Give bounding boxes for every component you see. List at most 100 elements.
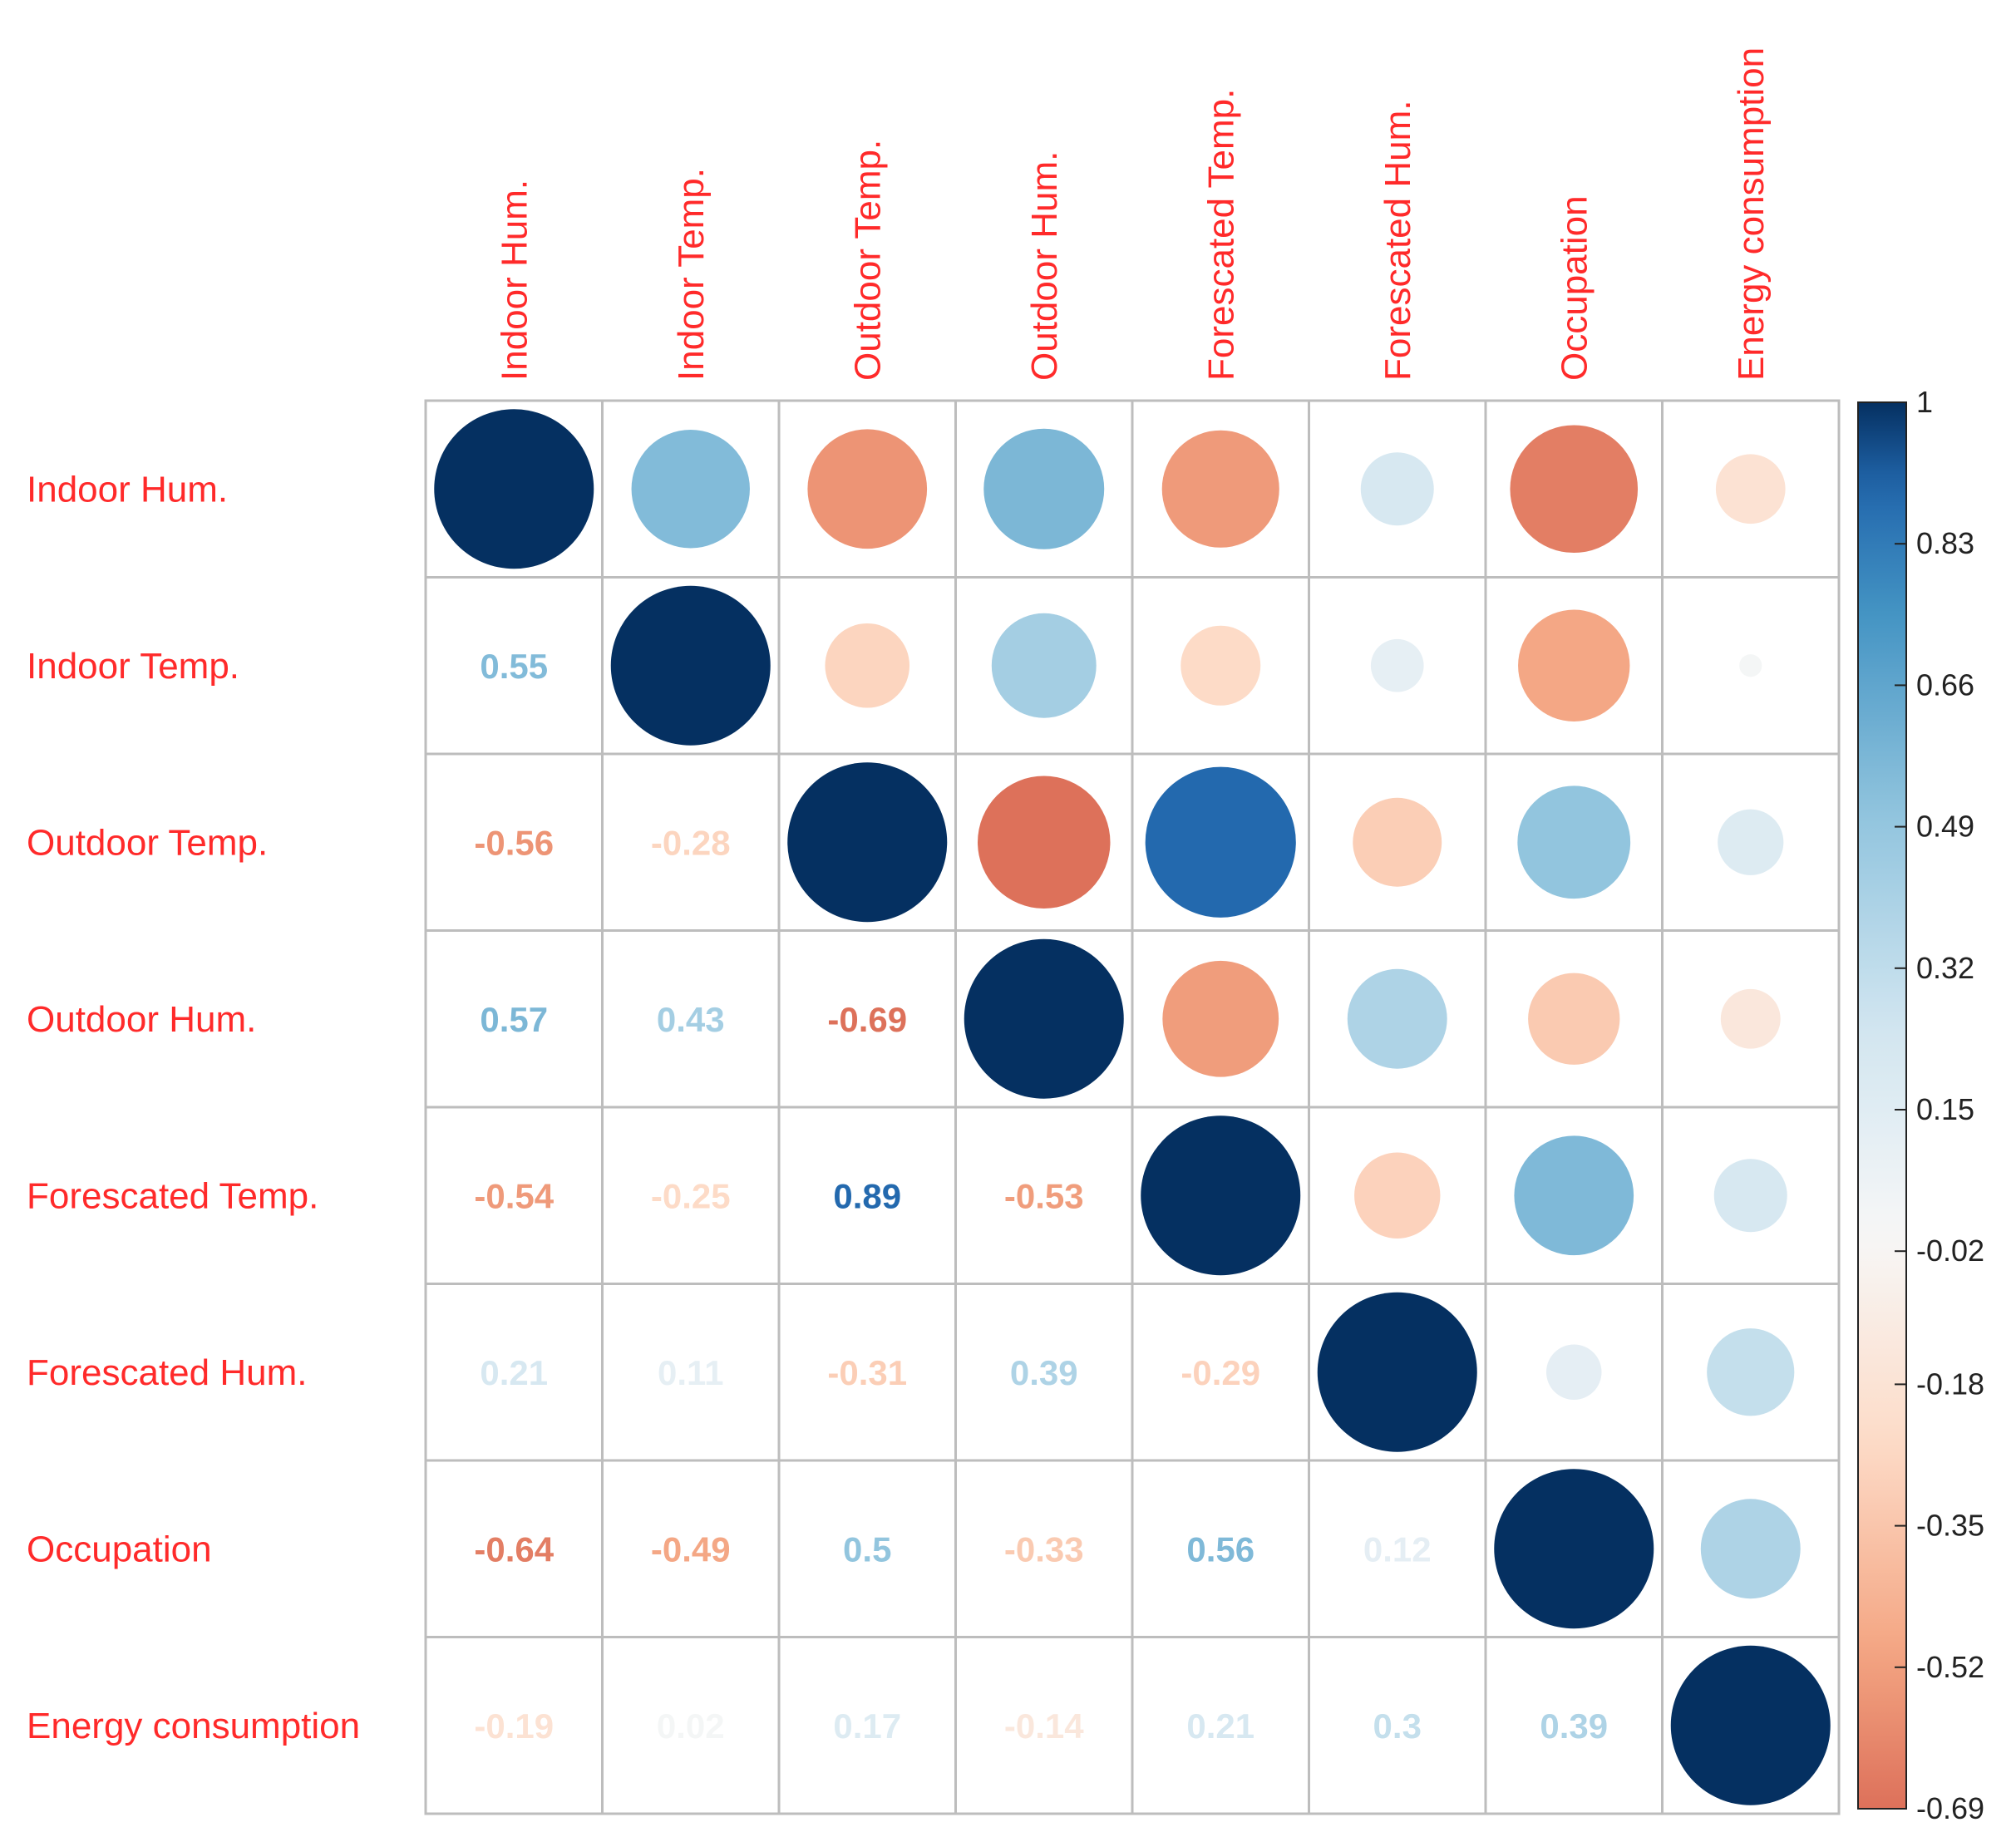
corr-circle-6-6 xyxy=(1494,1469,1654,1629)
corr-circle-4-4 xyxy=(1141,1115,1301,1276)
corr-value-7-2: 0.17 xyxy=(833,1706,901,1746)
corr-circle-0-3 xyxy=(983,428,1105,549)
corr-circle-2-4 xyxy=(1145,766,1296,918)
colorbar-gradient xyxy=(1857,401,1907,1810)
colorbar-tick-label: 0.32 xyxy=(1916,951,1974,985)
column-label: Outdoor Temp. xyxy=(847,140,888,381)
corr-circle-0-4 xyxy=(1161,430,1279,548)
corr-circle-0-6 xyxy=(1510,425,1639,554)
grid-cell xyxy=(424,1459,604,1638)
grid-cell xyxy=(1308,1459,1487,1638)
column-label: Occupation xyxy=(1554,195,1595,381)
row-label: Occupation xyxy=(27,1529,212,1569)
grid-cell xyxy=(601,1636,781,1815)
marks-layer: 0.55 -0.56 -0.28 0.57 0.43 -0.69 -0.54 -0.25 0.8… xyxy=(434,409,1831,1805)
corr-circle-2-3 xyxy=(978,776,1111,909)
corr-circle-1-5 xyxy=(1370,638,1424,692)
corr-value-7-6: 0.39 xyxy=(1540,1706,1608,1746)
corr-circle-5-7 xyxy=(1707,1328,1795,1416)
row-label: Outdoor Temp. xyxy=(27,822,268,863)
grid-cell xyxy=(1308,576,1487,756)
grid-cell xyxy=(777,1636,957,1815)
corr-value-3-2: -0.69 xyxy=(827,1000,907,1039)
grid-cell xyxy=(1131,1283,1310,1462)
corr-value-5-3: 0.39 xyxy=(1010,1353,1078,1392)
corr-circle-1-7 xyxy=(1739,654,1762,677)
column-label: Indoor Temp. xyxy=(671,168,712,381)
corr-circle-0-5 xyxy=(1360,452,1434,526)
corr-circle-0-7 xyxy=(1715,454,1786,524)
column-label: Indoor Hum. xyxy=(494,180,535,381)
grid-cell xyxy=(424,929,604,1109)
corr-value-7-4: 0.21 xyxy=(1186,1706,1254,1746)
corr-circle-1-6 xyxy=(1518,609,1630,721)
corr-circle-3-7 xyxy=(1720,988,1781,1049)
corr-value-1-0: 0.55 xyxy=(480,647,548,686)
colorbar-tick-label: -0.02 xyxy=(1916,1234,1984,1268)
row-label: Forescated Temp. xyxy=(27,1175,318,1216)
corr-circle-6-7 xyxy=(1700,1499,1801,1599)
corr-value-4-0: -0.54 xyxy=(474,1176,554,1215)
row-label: Indoor Temp. xyxy=(27,646,239,687)
column-label: Energy consumption xyxy=(1731,47,1772,381)
grid-cell xyxy=(954,1636,1134,1815)
corr-value-6-2: 0.5 xyxy=(843,1529,891,1569)
column-label: Outdoor Hum. xyxy=(1024,151,1065,381)
corr-circle-0-0 xyxy=(434,409,594,569)
corr-circle-1-1 xyxy=(610,585,771,746)
row-label: Outdoor Hum. xyxy=(27,999,256,1040)
column-label: Forescated Hum. xyxy=(1378,101,1418,381)
corr-value-5-1: 0.11 xyxy=(658,1353,723,1392)
corr-value-3-0: 0.57 xyxy=(480,1000,548,1039)
colorbar-tick-label: -0.35 xyxy=(1916,1509,1984,1543)
corr-circle-2-7 xyxy=(1718,809,1784,875)
grid-cell xyxy=(954,1106,1134,1285)
grid-cell xyxy=(1308,752,1487,932)
labels-layer: Indoor Hum. Indoor Temp. Outdoor Temp. Outd… xyxy=(27,47,1772,1746)
corr-value-6-1: -0.49 xyxy=(651,1529,731,1569)
grid-cell xyxy=(601,1283,781,1462)
corr-value-5-2: -0.31 xyxy=(827,1353,907,1392)
grid-cell xyxy=(777,1459,957,1638)
corr-circle-3-5 xyxy=(1347,968,1447,1069)
colorbar-tick-label: 0.49 xyxy=(1916,810,1974,844)
grid-cell xyxy=(601,1459,781,1638)
grid-cell xyxy=(777,1283,957,1462)
column-label: Forescated Temp. xyxy=(1200,89,1241,381)
corr-value-7-5: 0.3 xyxy=(1373,1706,1422,1746)
corr-value-7-1: 0.02 xyxy=(657,1706,725,1746)
colorbar: 1 0.83 0.66 0.49 0.32 0.15 -0.02 -0.18 -0.35 -0.5… xyxy=(1857,385,1984,1825)
row-label: Forescated Hum. xyxy=(27,1352,307,1393)
corr-circle-2-2 xyxy=(787,762,948,923)
colorbar-tick-label: 0.15 xyxy=(1916,1092,1974,1126)
corr-circle-3-3 xyxy=(964,938,1124,1099)
corr-value-4-2: 0.89 xyxy=(833,1176,901,1215)
corr-circle-2-6 xyxy=(1517,785,1631,899)
colorbar-tick-label: 0.83 xyxy=(1916,526,1974,560)
corr-circle-0-1 xyxy=(631,430,750,549)
grid-cell xyxy=(1131,1636,1310,1815)
row-label: Indoor Hum. xyxy=(27,469,228,510)
row-label: Energy consumption xyxy=(27,1706,360,1746)
corr-circle-4-7 xyxy=(1713,1159,1787,1233)
corr-circle-2-5 xyxy=(1353,797,1442,887)
grid-cell xyxy=(1131,1459,1310,1638)
corr-circle-0-2 xyxy=(807,429,928,549)
corr-circle-3-6 xyxy=(1528,973,1620,1065)
corr-circle-5-5 xyxy=(1317,1292,1477,1452)
corr-value-6-0: -0.64 xyxy=(474,1529,554,1569)
corr-value-4-3: -0.53 xyxy=(1004,1176,1084,1215)
grid-cell xyxy=(424,1636,604,1815)
colorbar-tick-label: -0.18 xyxy=(1916,1367,1984,1401)
corr-circle-4-6 xyxy=(1514,1135,1634,1256)
corr-circle-1-4 xyxy=(1181,625,1261,706)
corr-value-7-0: -0.19 xyxy=(474,1706,554,1746)
corr-value-2-0: -0.56 xyxy=(474,823,554,862)
colorbar-tick-label: -0.52 xyxy=(1916,1650,1984,1684)
colorbar-tick-label: 0.66 xyxy=(1916,667,1974,702)
colorbar-tick-label: -0.69 xyxy=(1916,1791,1984,1825)
corr-circle-7-7 xyxy=(1670,1645,1831,1805)
corr-value-3-1: 0.43 xyxy=(657,1000,725,1039)
grid-cell xyxy=(1308,1636,1487,1815)
